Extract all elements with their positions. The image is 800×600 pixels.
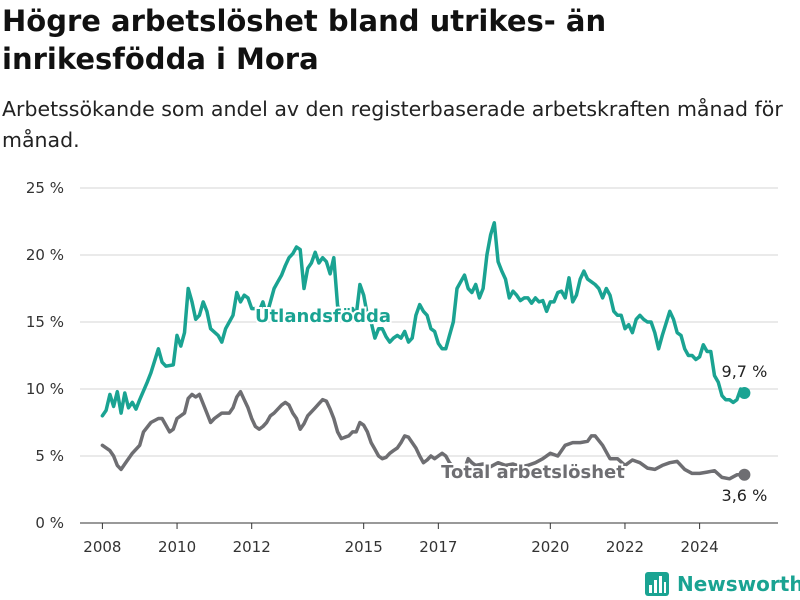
series-end-label: 9,7 % <box>722 362 768 381</box>
x-tick-label: 2015 <box>345 538 383 556</box>
x-tick-label: 2022 <box>606 538 644 556</box>
x-tick-label: 2020 <box>531 538 569 556</box>
series-line-1-continued <box>470 434 747 481</box>
y-axis-tick-labels: 0 % 5 % 10 % 15 % 20 % 25 % <box>26 179 64 532</box>
y-tick-label: 20 % <box>26 246 64 264</box>
chart-title: Högre arbetslöshet bland utrikes- än inr… <box>2 4 607 76</box>
series-label: Total arbetslöshet <box>441 462 625 483</box>
x-tick-label: 2008 <box>83 538 121 556</box>
series-line-0 <box>100 221 747 418</box>
x-tick-label: 2010 <box>158 538 196 556</box>
series-label: Utlandsfödda <box>255 306 391 327</box>
y-tick-label: 25 % <box>26 179 64 197</box>
series-end-label: 3,6 % <box>722 486 768 505</box>
x-tick-label: 2024 <box>681 538 719 556</box>
brand-name: Newsworthy <box>677 572 800 596</box>
y-tick-label: 15 % <box>26 313 64 331</box>
newsworthy-brand: Newsworthy <box>644 568 800 600</box>
series-end-marker <box>738 468 751 481</box>
chart-subtitle: Arbetssökande som andel av den registerb… <box>2 97 783 152</box>
x-tick-label: 2017 <box>419 538 457 556</box>
newsworthy-logo-icon <box>645 572 669 596</box>
series-line-1 <box>100 389 474 474</box>
y-tick-label: 10 % <box>26 380 64 398</box>
series-end-marker <box>738 387 751 400</box>
y-tick-label: 5 % <box>35 447 64 465</box>
x-tick-label: 2012 <box>233 538 271 556</box>
x-axis: 2008 2010 2012 2015 2017 2020 2022 2024 <box>80 522 778 556</box>
y-tick-label: 0 % <box>35 514 64 532</box>
series-lines <box>100 221 747 481</box>
series-labels: Utlandsfödda Total arbetslöshet 9,7 % 3,6 % <box>253 304 768 505</box>
